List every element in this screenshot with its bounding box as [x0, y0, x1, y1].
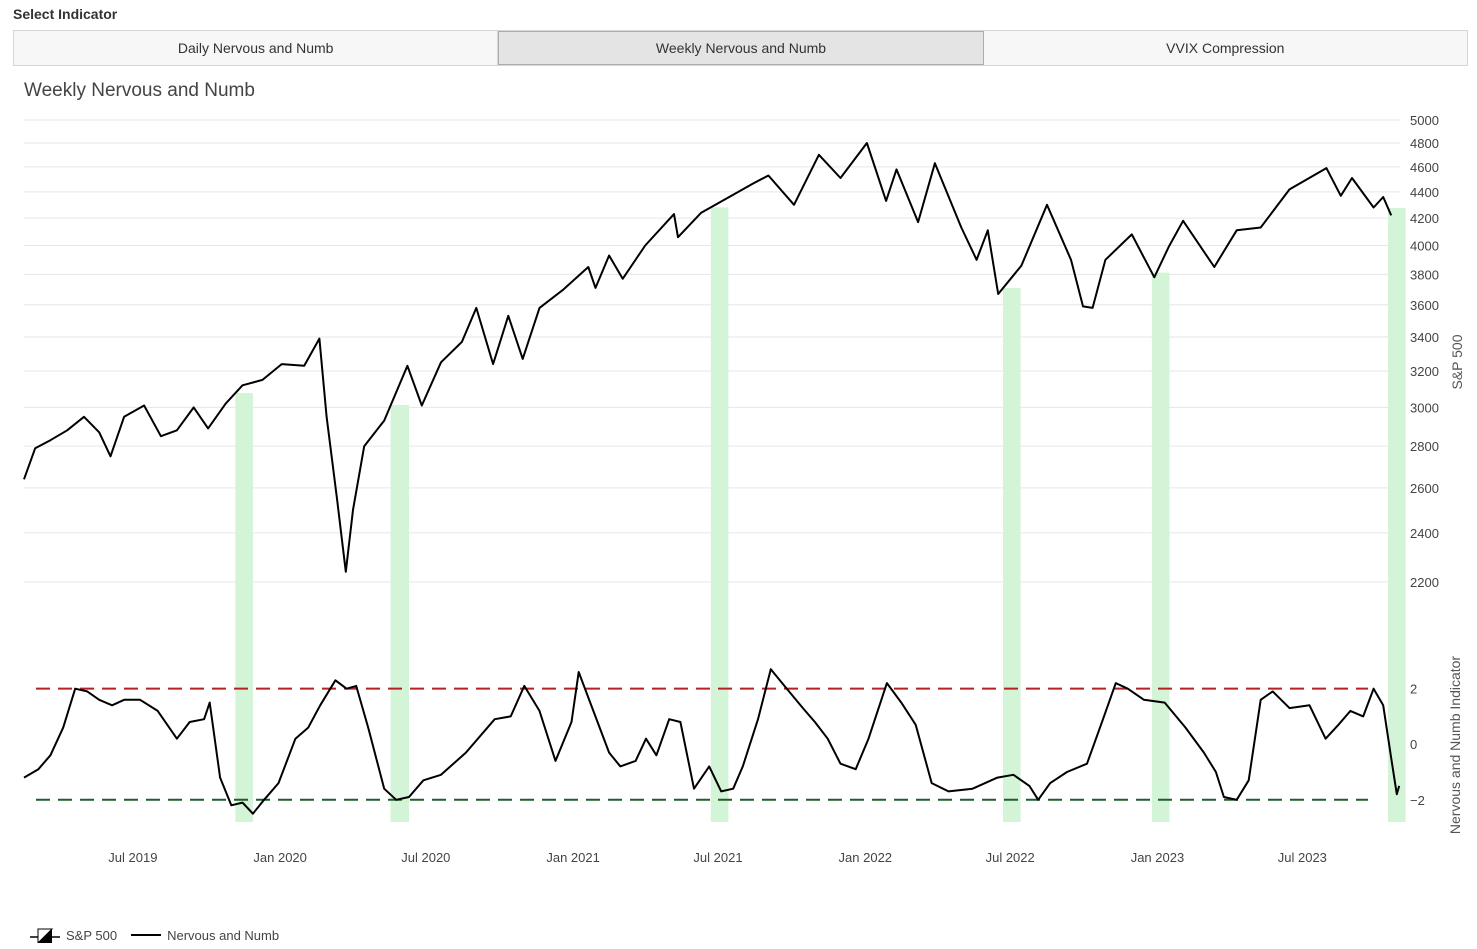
chart-title: Weekly Nervous and Numb	[24, 80, 255, 101]
sp500-tick-label: 4600	[1410, 160, 1439, 175]
x-tick-label: Jul 2023	[1278, 850, 1327, 865]
x-tick-label: Jul 2022	[986, 850, 1035, 865]
sp500-tick-label: 4400	[1410, 185, 1439, 200]
chart-legend: S&P 500 Nervous and Numb	[30, 927, 293, 943]
x-tick-label: Jan 2020	[253, 850, 307, 865]
nervous-numb-series	[23, 668, 1401, 815]
nervous-numb-line	[23, 668, 1401, 815]
x-tick-label: Jan 2023	[1131, 850, 1185, 865]
sp500-y-axis-label: S&P 500	[1449, 334, 1465, 389]
signal-window	[235, 393, 253, 822]
x-tick-label: Jan 2022	[839, 850, 893, 865]
indicator-tabs: Daily Nervous and Numb Weekly Nervous an…	[13, 30, 1468, 66]
sp500-tick-label: 2800	[1410, 439, 1439, 454]
sp500-tick-label: 2200	[1410, 575, 1439, 590]
legend-label-sp500: S&P 500	[66, 927, 118, 943]
tab-weekly-nervous-and-numb[interactable]: Weekly Nervous and Numb	[498, 31, 984, 65]
sp500-series	[23, 142, 1393, 573]
sp500-tick-label: 4000	[1410, 239, 1439, 254]
tab-daily-nervous-and-numb[interactable]: Daily Nervous and Numb	[14, 31, 499, 65]
x-tick-label: Jan 2021	[546, 850, 600, 865]
signal-window	[390, 404, 410, 822]
sp500-line	[23, 142, 1393, 573]
line-legend-icon	[131, 934, 162, 936]
signal-window	[1151, 272, 1170, 822]
legend-label-nervous-numb: Nervous and Numb	[167, 927, 280, 943]
candlestick-legend-icon	[30, 928, 60, 943]
sp500-tick-label: 3200	[1410, 364, 1439, 379]
tab-vvix-compression[interactable]: VVIX Compression	[1166, 40, 1285, 56]
sp500-tick-label: 2400	[1410, 526, 1439, 541]
nervous-numb-y-ticks: 2 0 −2	[1410, 682, 1425, 808]
sp500-y-ticks: 2200 2400 2600 2800 3000 3200 3400 3600 3800 4000…	[1410, 113, 1439, 590]
sp500-tick-label: 3400	[1410, 330, 1439, 345]
x-tick-label: Jul 2019	[108, 850, 157, 865]
nervous-numb-y-axis-label: Nervous and Numb Indicator	[1447, 656, 1463, 835]
sp500-tick-label: 3000	[1410, 400, 1439, 415]
signal-window	[710, 207, 729, 822]
x-axis-ticks: Jul 2019 Jan 2020 Jul 2020 Jan 2021 Jul 2021…	[108, 850, 1327, 865]
sp500-tick-label: 3600	[1410, 298, 1439, 313]
sp500-tick-label: 4200	[1410, 211, 1439, 226]
sp500-tick-label: 4800	[1410, 136, 1439, 151]
signal-window	[1002, 287, 1021, 822]
sp500-tick-label: 5000	[1410, 113, 1439, 128]
x-tick-label: Jul 2020	[401, 850, 450, 865]
nervous-numb-tick-label: 2	[1410, 682, 1417, 697]
signal-window	[1387, 207, 1406, 823]
legend-item-nervous-numb[interactable]: Nervous and Numb	[131, 927, 279, 943]
sp500-tick-label: 3800	[1410, 267, 1439, 282]
threshold-lines	[36, 687, 1368, 801]
select-indicator-label: Select Indicator	[13, 6, 118, 22]
legend-item-sp500[interactable]: S&P 500	[30, 927, 117, 943]
x-tick-label: Jul 2021	[693, 850, 742, 865]
sp500-tick-label: 2600	[1410, 481, 1439, 496]
nervous-numb-tick-label: −2	[1410, 793, 1425, 808]
chart-svg: 2200 2400 2600 2800 3000 3200 3400 3600 3800 4000…	[23, 113, 1465, 865]
nervous-numb-tick-label: 0	[1410, 737, 1417, 752]
